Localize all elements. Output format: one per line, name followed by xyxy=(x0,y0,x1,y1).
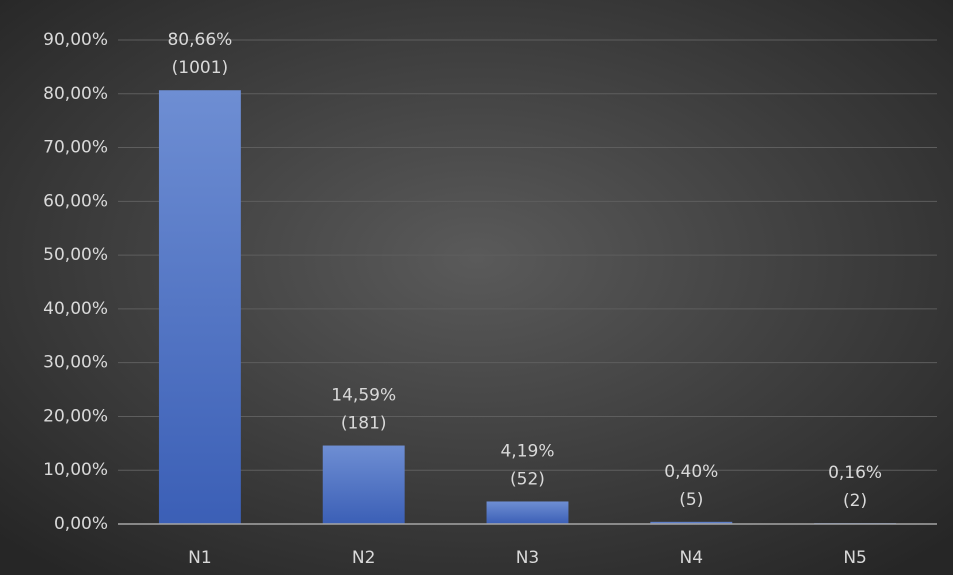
y-tick-label: 60,00% xyxy=(43,191,108,211)
x-tick-label: N3 xyxy=(516,548,540,568)
y-tick-label: 40,00% xyxy=(43,299,108,319)
x-tick-label: N1 xyxy=(188,548,212,568)
y-tick-label: 50,00% xyxy=(43,245,108,265)
value-label: 0,40% xyxy=(664,462,718,482)
count-label: (181) xyxy=(341,414,387,434)
y-tick-label: 70,00% xyxy=(43,138,108,158)
bar xyxy=(158,90,241,524)
x-tick-label: N4 xyxy=(680,548,704,568)
y-tick-label: 80,00% xyxy=(43,84,108,104)
y-tick-label: 30,00% xyxy=(43,353,108,373)
bar xyxy=(650,521,733,524)
value-label: 80,66% xyxy=(167,30,232,50)
count-label: (2) xyxy=(843,491,867,511)
y-tick-label: 10,00% xyxy=(43,460,108,480)
bar xyxy=(322,445,405,524)
count-label: (5) xyxy=(679,490,703,510)
bar xyxy=(486,501,569,524)
y-tick-label: 20,00% xyxy=(43,406,108,426)
y-tick-label: 90,00% xyxy=(43,30,108,50)
x-tick-label: N2 xyxy=(352,548,376,568)
value-label: 0,16% xyxy=(828,463,882,483)
x-tick-label: N5 xyxy=(843,548,867,568)
y-tick-label: 0,00% xyxy=(54,514,108,534)
value-label: 14,59% xyxy=(331,386,396,406)
count-label: (52) xyxy=(510,469,545,489)
value-label: 4,19% xyxy=(500,441,554,461)
count-label: (1001) xyxy=(172,58,229,78)
